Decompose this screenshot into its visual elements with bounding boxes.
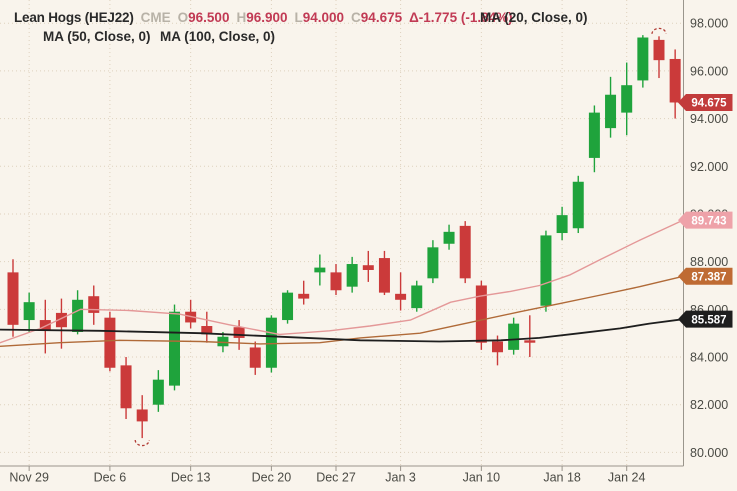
date-axis-label[interactable]: Nov 29	[9, 471, 49, 485]
candle-body-Jan24	[621, 85, 633, 113]
date-axis-label[interactable]: Jan 3	[385, 471, 416, 485]
price-axis-label[interactable]: 92.000	[690, 160, 728, 174]
candle-body-Jan4	[411, 285, 423, 309]
ma50-value-badge: 87.387	[678, 267, 733, 285]
date-axis-label[interactable]: Jan 24	[608, 471, 646, 485]
candle-body-Dec10	[169, 311, 180, 386]
candle-body-Nov26	[7, 272, 19, 325]
candle-body-Dec14	[201, 326, 213, 335]
date-axis-label[interactable]: Jan 18	[543, 471, 581, 485]
price-axis-label[interactable]: 96.000	[690, 64, 728, 78]
candle-body-Dec6	[104, 317, 116, 368]
ma-line-ma100	[0, 318, 685, 343]
ma20-value-badge: 89.743	[678, 211, 733, 229]
ma100-value-badge: 85.587	[678, 310, 733, 328]
close-label: C	[351, 10, 361, 25]
candle-body-Jan6	[443, 231, 455, 244]
candle-body-Jan12	[508, 323, 520, 350]
date-axis-label[interactable]: Dec 20	[252, 471, 292, 485]
low-label: L	[294, 10, 303, 25]
candle-body-Dec7	[120, 365, 132, 409]
candle-body-Jan5	[427, 247, 439, 279]
candle-body-Dec29	[362, 265, 374, 270]
candle-body-Jan26	[653, 39, 665, 61]
date-axis-label[interactable]: Jan 10	[463, 471, 501, 485]
date-axis-label[interactable]: Dec 6	[94, 471, 127, 485]
indicator-ma100-label[interactable]: MA (100, Close, 0)	[160, 29, 276, 44]
high-label: H	[236, 10, 247, 25]
legend-row-1: Lean Hogs (HEJ22) CME O96.500 H96.900 L94.00…	[14, 10, 513, 25]
ma-line-ma20	[0, 219, 684, 344]
symbol-title[interactable]: Lean Hogs (HEJ22)	[14, 10, 134, 25]
candle-body-Jan11	[492, 341, 503, 353]
candle-body-Dec27	[330, 272, 342, 291]
candle-body-Dec28	[346, 264, 358, 287]
candle-body-Dec16	[233, 327, 245, 338]
candle-body-Dec1	[55, 312, 67, 328]
date-axis-label[interactable]: Dec 27	[316, 471, 356, 485]
price-axis-label[interactable]: 82.000	[690, 398, 728, 412]
close-value: 94.675	[360, 10, 403, 25]
candle-body-Dec8	[136, 409, 148, 422]
candle-body-Dec22	[298, 293, 310, 299]
candle-body-Nov29	[23, 302, 35, 321]
candle-body-Dec15	[217, 336, 229, 347]
candle-body-Jan3	[395, 293, 407, 300]
exchange-label: CME	[140, 10, 171, 25]
svg-text:94.675: 94.675	[691, 98, 727, 110]
ma-line-ma50	[0, 275, 684, 347]
candle-body-Dec21	[282, 292, 294, 321]
open-value: 96.500	[188, 10, 230, 25]
arc-low-marker	[134, 439, 150, 447]
candle-body-Dec20	[265, 317, 277, 368]
open-label: O	[177, 10, 189, 25]
svg-text:85.587: 85.587	[691, 314, 726, 326]
candle-body-Nov30	[39, 320, 51, 330]
svg-text:89.743: 89.743	[691, 215, 726, 227]
indicator-ma20-label[interactable]: MA (20, Close, 0)	[480, 10, 588, 25]
indicator-ma50-label[interactable]: MA (50, Close, 0)	[43, 29, 151, 44]
date-axis-label[interactable]: Dec 13	[171, 471, 211, 485]
candle-body-Dec23	[314, 267, 326, 273]
candle-body-Dec9	[152, 379, 164, 405]
candle-body-Jan14	[540, 235, 552, 306]
candle-body-Jan18	[556, 215, 568, 234]
price-axis-label[interactable]: 88.000	[690, 255, 728, 269]
svg-text:87.387: 87.387	[691, 271, 726, 283]
change-value: Δ-1.775 (-1.84%)	[409, 10, 513, 25]
last-price-badge: 94.675	[678, 93, 733, 111]
candle-body-Jan13	[524, 340, 536, 343]
low-value: 94.000	[302, 10, 345, 25]
candle-body-Jan21	[605, 94, 617, 129]
candle-body-Dec3	[88, 296, 100, 313]
price-axis-label[interactable]: 98.000	[690, 17, 728, 31]
candle-body-Jan20	[588, 112, 600, 158]
candle-body-Jan19	[572, 181, 584, 229]
price-axis-label[interactable]: 80.000	[690, 446, 728, 460]
candle-body-Dec17	[249, 347, 261, 368]
candle-body-Jan7	[459, 225, 471, 279]
candle-body-Dec2	[72, 299, 84, 332]
price-axis-label[interactable]: 94.000	[690, 112, 728, 126]
arc-high-marker	[651, 27, 667, 34]
candle-body-Dec30	[378, 258, 390, 293]
candle-body-Jan10	[475, 285, 487, 343]
candle-body-Jan27	[669, 58, 681, 103]
price-axis-label[interactable]: 84.000	[690, 351, 728, 365]
high-value: 96.900	[246, 10, 288, 25]
candle-body-Jan25	[637, 37, 649, 81]
